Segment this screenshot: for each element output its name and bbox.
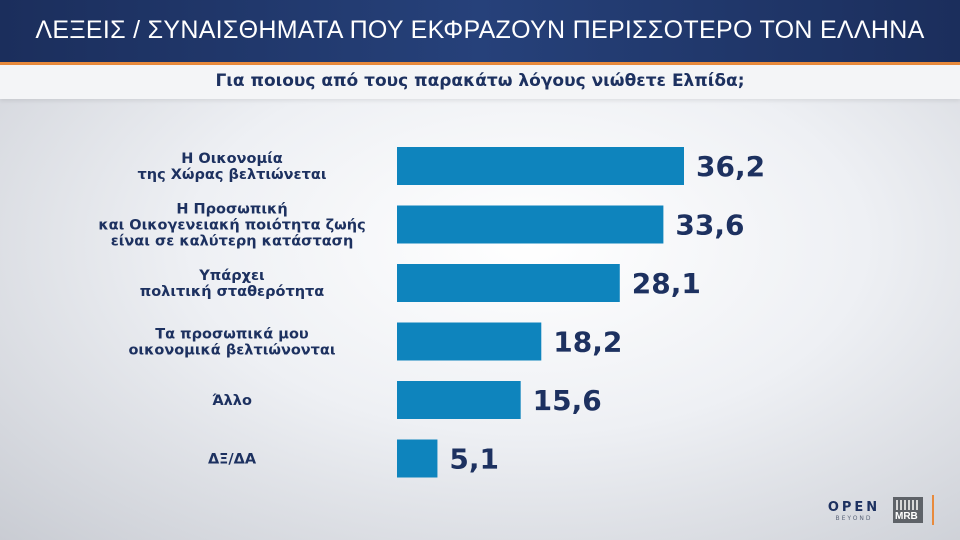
chart-question: Για ποιους από τους παρακάτω λόγους νιώθ… bbox=[215, 71, 745, 91]
subheader-bar: Για ποιους από τους παρακάτω λόγους νιώθ… bbox=[0, 65, 960, 99]
bar-0 bbox=[397, 147, 684, 185]
header-accent-line bbox=[0, 62, 960, 65]
value-label-5: 5,1 bbox=[449, 443, 499, 476]
category-label-1: Η Προσωπική και Οικογενειακή ποιότητα ζωή… bbox=[98, 202, 365, 250]
category-label-5: ΔΞ/ΔΑ bbox=[208, 452, 257, 468]
value-label-1: 33,6 bbox=[675, 209, 744, 242]
bar-1 bbox=[397, 205, 664, 244]
category-label-0: Η Οικονομία της Χώρας βελτιώνεται bbox=[138, 151, 327, 183]
bar-5 bbox=[397, 439, 438, 478]
bar-3 bbox=[397, 322, 542, 361]
open-beyond-logo: OPEN BEYOND bbox=[827, 500, 881, 522]
mrb-logo: MRB bbox=[893, 497, 923, 523]
category-label-4: Άλλο bbox=[212, 393, 252, 409]
value-label-3: 18,2 bbox=[553, 326, 622, 359]
logo-divider bbox=[932, 495, 934, 525]
category-label-3: Τα προσωπικά μου οικονομικά βελτιώνονται bbox=[128, 327, 335, 359]
page-title: ΛΕΞΕΙΣ / ΣΥΝΑΙΣΘΗΜΑΤΑ ΠΟΥ ΕΚΦΡΑΖΟΥΝ ΠΕΡΙ… bbox=[35, 16, 925, 44]
bar-4 bbox=[397, 381, 521, 419]
category-label-2: Υπάρχει πολιτική σταθερότητα bbox=[140, 268, 325, 300]
value-label-4: 15,6 bbox=[533, 384, 602, 417]
value-label-2: 28,1 bbox=[632, 267, 701, 300]
bar-2 bbox=[397, 264, 620, 302]
value-label-0: 36,2 bbox=[696, 150, 765, 183]
header-bar: ΛΕΞΕΙΣ / ΣΥΝΑΙΣΘΗΜΑΤΑ ΠΟΥ ΕΚΦΡΑΖΟΥΝ ΠΕΡΙ… bbox=[0, 0, 960, 62]
